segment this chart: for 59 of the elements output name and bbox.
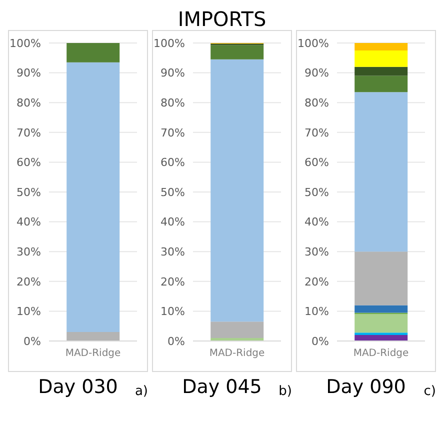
x-tick-label: MAD-Ridge xyxy=(209,348,265,360)
bar xyxy=(354,335,408,341)
y-tick-label: 30% xyxy=(16,246,41,259)
y-tick-label: 80% xyxy=(160,96,185,110)
bar xyxy=(354,76,408,92)
y-tick-label: 50% xyxy=(304,186,329,199)
bar xyxy=(210,322,264,338)
y-tick-label: 40% xyxy=(16,216,41,229)
x-axis-title: Day 030 xyxy=(38,376,118,398)
bar xyxy=(210,45,264,60)
text: b) xyxy=(278,384,292,399)
x-tick-label: MAD-Ridge xyxy=(65,348,121,360)
y-tick-label: 0% xyxy=(168,334,185,348)
x-axis-title: Day 045 xyxy=(182,376,262,398)
bar xyxy=(354,66,408,76)
bar xyxy=(66,62,120,332)
y-tick-label: 30% xyxy=(304,246,329,259)
y-tick-label: 60% xyxy=(16,156,41,170)
bar xyxy=(354,50,408,67)
y-tick-label: 0% xyxy=(24,334,41,348)
bar xyxy=(354,43,408,50)
bar xyxy=(354,332,408,336)
y-tick-label: 80% xyxy=(304,96,329,110)
y-tick-label: 60% xyxy=(304,156,329,170)
y-tick-label: 40% xyxy=(304,216,329,229)
bar xyxy=(66,43,120,62)
y-tick-label: 20% xyxy=(16,275,41,288)
y-tick-label: 100% xyxy=(154,36,185,50)
y-tick-label: 90% xyxy=(16,66,41,80)
y-tick-label: 80% xyxy=(16,96,41,110)
y-tick-label: 90% xyxy=(304,66,329,80)
x-tick-label: MAD-Ridge xyxy=(353,348,409,360)
y-tick-label: 100% xyxy=(298,36,329,50)
chart-title: IMPORTS xyxy=(178,7,266,31)
y-tick-label: 20% xyxy=(304,275,329,288)
y-tick-label: 30% xyxy=(160,246,185,259)
bar xyxy=(354,314,408,333)
y-tick-label: 90% xyxy=(160,66,185,80)
bar xyxy=(66,332,120,341)
bar xyxy=(354,92,408,252)
y-tick-label: 70% xyxy=(304,126,329,140)
bar xyxy=(210,59,264,322)
y-tick-label: 70% xyxy=(16,126,41,140)
y-tick-label: 40% xyxy=(160,216,185,229)
y-tick-label: 50% xyxy=(160,186,185,199)
y-tick-label: 50% xyxy=(16,186,41,199)
text: c) xyxy=(424,384,436,399)
y-tick-label: 10% xyxy=(16,305,41,318)
y-tick-label: 100% xyxy=(10,36,41,50)
x-axis-title: Day 090 xyxy=(326,376,406,398)
y-tick-label: 70% xyxy=(160,126,185,140)
y-tick-label: 0% xyxy=(312,334,329,348)
bar xyxy=(354,252,408,306)
bar xyxy=(354,305,408,313)
y-tick-label: 10% xyxy=(160,305,185,318)
y-tick-label: 10% xyxy=(304,305,329,318)
y-tick-label: 20% xyxy=(160,275,185,288)
text: a) xyxy=(134,384,148,399)
y-tick-label: 60% xyxy=(160,156,185,170)
